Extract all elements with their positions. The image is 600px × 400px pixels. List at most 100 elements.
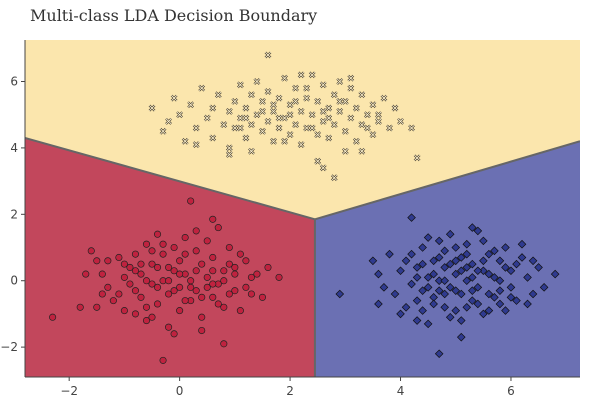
point-x-9-highlight	[198, 85, 205, 92]
y-tick-label-0: −2	[0, 340, 18, 354]
point-circle-80	[203, 283, 211, 291]
point-circle-94	[120, 260, 128, 268]
point-diamond-56	[468, 223, 477, 232]
point-diamond-65	[479, 256, 488, 266]
point-x-70-highlight	[386, 125, 393, 131]
point-diamond-48	[517, 253, 527, 262]
point-x-78-highlight	[314, 158, 321, 165]
point-diamond-64	[429, 269, 438, 279]
point-circle-95	[209, 280, 217, 288]
point-diamond-91	[456, 266, 466, 276]
point-circle-43	[209, 253, 217, 262]
point-diamond-38	[479, 309, 488, 319]
point-diamond-18	[423, 319, 433, 329]
point-circle-55	[264, 263, 272, 271]
point-x-27-highlight	[259, 128, 266, 135]
point-x-1-highlight	[149, 105, 155, 111]
point-circle-76	[187, 283, 195, 291]
point-diamond-6	[385, 249, 394, 259]
point-circle-34	[187, 277, 195, 285]
point-x-4-highlight	[171, 95, 178, 102]
point-circle-56	[275, 273, 283, 281]
point-diamond-87	[490, 246, 499, 256]
point-circle-30	[176, 307, 184, 315]
point-x-28-highlight	[259, 98, 266, 105]
point-circle-48	[225, 243, 233, 252]
point-diamond-34	[468, 259, 477, 269]
point-x-87-highlight	[309, 125, 316, 131]
point-diamond-84	[429, 299, 438, 309]
point-diamond-59	[517, 239, 527, 249]
point-x-20-highlight	[237, 115, 244, 121]
point-x-6-highlight	[182, 138, 189, 145]
point-circle-69	[181, 297, 189, 305]
point-circle-19	[148, 280, 156, 288]
point-x-41-highlight	[298, 108, 305, 115]
point-x-92-highlight	[259, 108, 266, 115]
point-x-40-highlight	[292, 85, 299, 92]
point-circle-97	[231, 263, 239, 271]
point-circle-9	[120, 273, 128, 281]
point-diamond-60	[401, 302, 411, 312]
point-diamond-33	[468, 296, 477, 305]
point-circle-4	[98, 270, 106, 278]
point-x-84-highlight	[298, 71, 305, 78]
point-diamond-77	[440, 289, 449, 299]
point-circle-11	[120, 307, 128, 315]
point-diamond-52	[539, 283, 549, 292]
y-tick-label-2: 2	[10, 207, 18, 221]
point-circle-99	[181, 250, 189, 258]
point-circle-66	[225, 260, 233, 268]
y-tick-label-4: 6	[10, 75, 18, 89]
point-diamond-98	[434, 286, 444, 295]
point-circle-77	[131, 310, 139, 318]
point-circle-47	[220, 303, 228, 311]
point-x-2-highlight	[160, 128, 166, 135]
point-diamond-46	[506, 266, 516, 276]
point-circle-35	[187, 197, 195, 205]
point-x-13-highlight	[215, 91, 222, 98]
point-circle-51	[236, 307, 244, 315]
point-diamond-12	[407, 213, 416, 222]
point-circle-81	[236, 250, 244, 258]
point-diamond-14	[412, 296, 422, 305]
point-circle-2	[87, 247, 95, 255]
point-diamond-47	[512, 296, 521, 305]
point-x-58-highlight	[342, 98, 349, 105]
point-x-18-highlight	[231, 125, 238, 131]
point-circle-100	[148, 313, 156, 321]
point-x-53-highlight	[331, 91, 338, 98]
point-circle-1	[49, 313, 57, 321]
point-diamond-73	[512, 259, 521, 269]
point-diamond-83	[462, 302, 472, 312]
point-circle-45	[214, 224, 222, 232]
point-circle-83	[137, 260, 145, 268]
point-diamond-92	[440, 276, 449, 286]
point-x-12-highlight	[209, 135, 216, 141]
point-x-21-highlight	[242, 105, 249, 111]
point-x-76-highlight	[226, 151, 233, 158]
point-circle-96	[153, 263, 162, 271]
point-circle-68	[192, 267, 200, 275]
point-x-93-highlight	[336, 98, 343, 105]
point-diamond-1	[335, 289, 345, 299]
point-diamond-75	[468, 273, 477, 282]
point-diamond-41	[490, 273, 499, 282]
point-circle-89	[220, 277, 228, 285]
y-tick-label-1: 0	[10, 274, 18, 288]
point-x-65-highlight	[364, 111, 371, 118]
point-x-69-highlight	[381, 95, 387, 102]
point-x-24-highlight	[248, 121, 255, 128]
point-diamond-39	[484, 249, 494, 259]
point-circle-70	[153, 283, 162, 291]
point-diamond-99	[495, 286, 505, 295]
point-diamond-36	[473, 283, 483, 292]
point-x-64-highlight	[358, 121, 365, 128]
point-x-5-highlight	[176, 111, 183, 118]
point-circle-54	[253, 270, 261, 278]
point-diamond-100	[462, 249, 472, 259]
point-diamond-21	[434, 236, 444, 246]
point-diamond-2	[368, 256, 378, 266]
point-circle-23	[159, 250, 167, 258]
point-circle-72	[126, 280, 134, 288]
